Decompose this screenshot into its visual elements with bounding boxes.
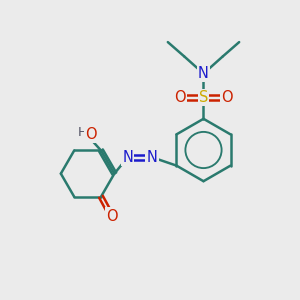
Text: O: O xyxy=(106,208,118,224)
Text: O: O xyxy=(174,90,185,105)
Text: H: H xyxy=(77,125,87,139)
Text: N: N xyxy=(122,150,133,165)
Text: N: N xyxy=(147,150,158,165)
Text: O: O xyxy=(85,127,97,142)
Text: S: S xyxy=(199,90,208,105)
Text: N: N xyxy=(198,66,209,81)
Text: O: O xyxy=(221,90,233,105)
